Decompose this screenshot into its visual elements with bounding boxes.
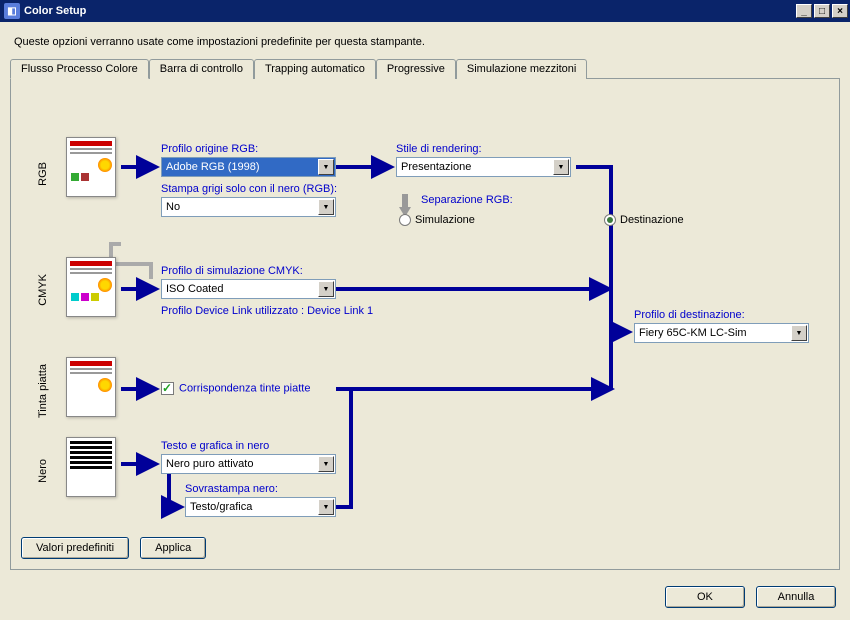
- section-label-rgb: RGB: [37, 162, 49, 186]
- radio-simulazione-label: Simulazione: [415, 214, 475, 226]
- label-dest-profile: Profilo di destinazione:: [634, 309, 745, 321]
- section-label-cmyk: CMYK: [37, 274, 49, 306]
- tab-flusso[interactable]: Flusso Processo Colore: [10, 59, 149, 79]
- titlebar: ◧ Color Setup _ □ ×: [0, 0, 850, 22]
- select-rendering-value: Presentazione: [401, 161, 471, 173]
- select-black-text[interactable]: Nero puro attivato ▼: [161, 454, 336, 474]
- select-cmyk-profile-value: ISO Coated: [166, 283, 223, 295]
- thumb-nero: [66, 437, 116, 497]
- label-rendering: Stile di rendering:: [396, 143, 482, 155]
- tab-trapping[interactable]: Trapping automatico: [254, 59, 376, 79]
- thumb-rgb: [66, 137, 116, 197]
- section-label-tinta: Tinta piatta: [37, 364, 49, 418]
- flow-area: RGB Profilo origine RGB: Adobe RGB (1998…: [21, 99, 829, 519]
- defaults-button[interactable]: Valori predefiniti: [21, 537, 129, 559]
- select-dest-profile-value: Fiery 65C-KM LC-Sim: [639, 327, 747, 339]
- chevron-down-icon: ▼: [318, 199, 334, 215]
- chevron-down-icon: ▼: [318, 159, 334, 175]
- cancel-button[interactable]: Annulla: [756, 586, 836, 608]
- tab-progressive[interactable]: Progressive: [376, 59, 456, 79]
- radio-icon: [604, 214, 616, 226]
- select-overprint-value: Testo/grafica: [190, 501, 252, 513]
- chevron-down-icon: ▼: [553, 159, 569, 175]
- chevron-down-icon: ▼: [318, 456, 334, 472]
- select-gray-rgb[interactable]: No ▼: [161, 197, 336, 217]
- radio-destinazione-label: Destinazione: [620, 214, 684, 226]
- apply-button[interactable]: Applica: [140, 537, 206, 559]
- select-dest-profile[interactable]: Fiery 65C-KM LC-Sim ▼: [634, 323, 809, 343]
- select-rgb-profile-value: Adobe RGB (1998): [166, 161, 260, 173]
- label-overprint: Sovrastampa nero:: [185, 483, 278, 495]
- chevron-down-icon: ▼: [791, 325, 807, 341]
- tab-mezzitoni[interactable]: Simulazione mezzitoni: [456, 59, 587, 79]
- label-separation: Separazione RGB:: [421, 194, 513, 206]
- description-text: Queste opzioni verranno usate come impos…: [0, 22, 850, 58]
- checkbox-spot-match-label: Corrispondenza tinte piatte: [179, 382, 310, 394]
- section-label-nero: Nero: [37, 459, 49, 483]
- tab-barra[interactable]: Barra di controllo: [149, 59, 254, 79]
- select-rgb-profile[interactable]: Adobe RGB (1998) ▼: [161, 157, 336, 177]
- thumb-tinta: [66, 357, 116, 417]
- select-cmyk-profile[interactable]: ISO Coated ▼: [161, 279, 336, 299]
- tab-row: Flusso Processo Colore Barra di controll…: [10, 58, 840, 78]
- label-gray-rgb: Stampa grigi solo con il nero (RGB):: [161, 183, 337, 195]
- window-title: Color Setup: [24, 5, 86, 17]
- chevron-down-icon: ▼: [318, 281, 334, 297]
- select-overprint[interactable]: Testo/grafica ▼: [185, 497, 336, 517]
- checkbox-icon: [161, 382, 174, 395]
- maximize-button[interactable]: □: [814, 4, 830, 18]
- ok-button[interactable]: OK: [665, 586, 745, 608]
- select-gray-rgb-value: No: [166, 201, 180, 213]
- radio-icon: [399, 214, 411, 226]
- thumb-cmyk: [66, 257, 116, 317]
- select-black-text-value: Nero puro attivato: [166, 458, 253, 470]
- tab-panel: RGB Profilo origine RGB: Adobe RGB (1998…: [10, 78, 840, 570]
- radio-simulazione[interactable]: Simulazione: [399, 214, 475, 226]
- checkbox-spot-match[interactable]: Corrispondenza tinte piatte: [161, 382, 310, 395]
- select-rendering[interactable]: Presentazione ▼: [396, 157, 571, 177]
- label-cmyk-profile: Profilo di simulazione CMYK:: [161, 265, 303, 277]
- label-black-text: Testo e grafica in nero: [161, 440, 269, 452]
- label-device-link: Profilo Device Link utilizzato : Device …: [161, 305, 373, 317]
- radio-destinazione[interactable]: Destinazione: [604, 214, 684, 226]
- label-rgb-profile: Profilo origine RGB:: [161, 143, 258, 155]
- app-icon: ◧: [4, 3, 20, 19]
- minimize-button[interactable]: _: [796, 4, 812, 18]
- close-button[interactable]: ×: [832, 4, 848, 18]
- chevron-down-icon: ▼: [318, 499, 334, 515]
